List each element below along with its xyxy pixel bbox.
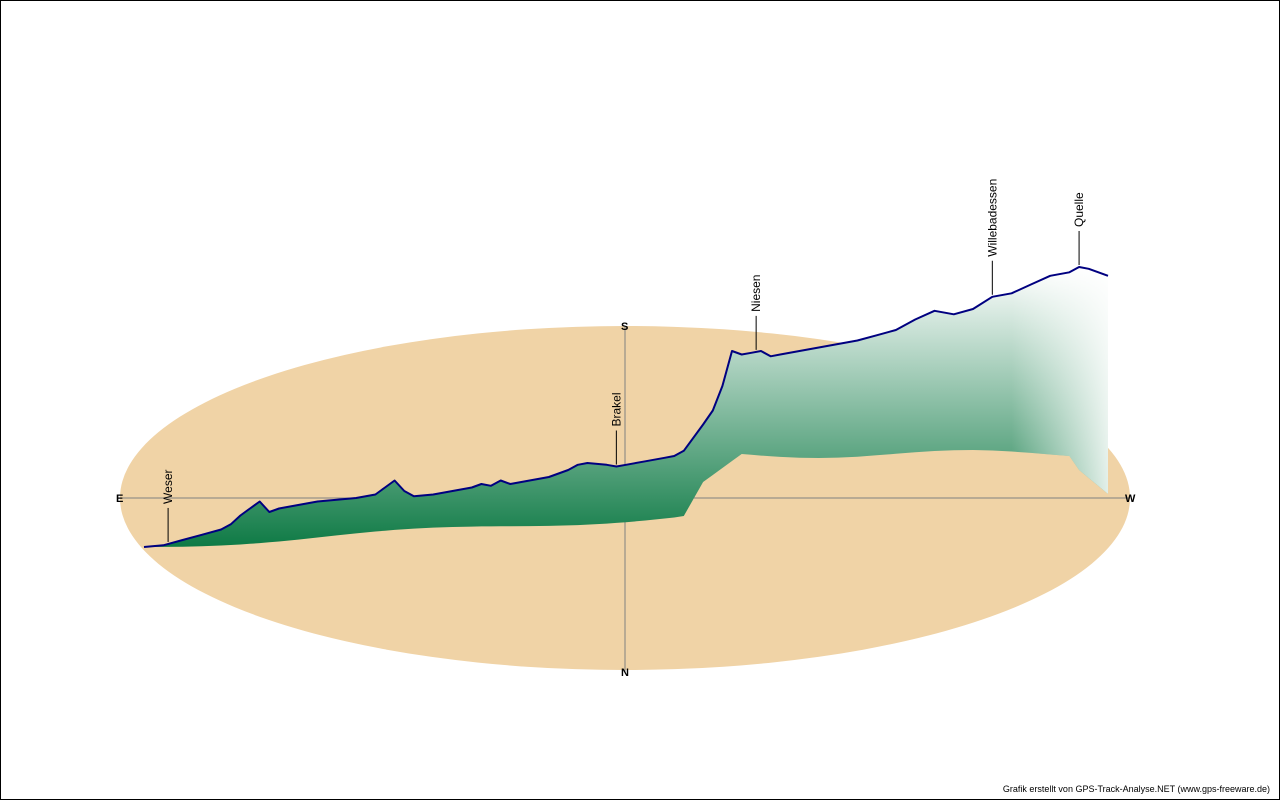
compass-north-label: N xyxy=(621,667,629,679)
waypoint-marker: Niesen xyxy=(749,275,763,350)
profile-layer xyxy=(143,266,1109,548)
waypoint-marker: Willebadessen xyxy=(985,179,999,295)
waypoint-label: Niesen xyxy=(749,275,763,312)
waypoint-label: Willebadessen xyxy=(985,179,999,257)
waypoint-label: Quelle xyxy=(1072,192,1086,227)
credit-text: Grafik erstellt von GPS-Track-Analyse.NE… xyxy=(1002,784,1270,794)
waypoint-label: Brakel xyxy=(609,392,623,426)
compass-east-label: E xyxy=(116,493,123,505)
waypoint-layer: Weser Brakel Niesen Willebadessen Quelle xyxy=(161,179,1086,542)
waypoint-marker: Quelle xyxy=(1072,192,1086,265)
compass-south-label: S xyxy=(621,321,628,333)
elevation-area-fade xyxy=(144,267,1108,547)
elevation-profile-line xyxy=(143,266,1109,548)
waypoint-marker: Weser xyxy=(161,469,175,542)
waypoint-marker: Brakel xyxy=(609,392,623,465)
compass-west-label: W xyxy=(1125,493,1136,505)
waypoint-label: Weser xyxy=(161,469,175,503)
